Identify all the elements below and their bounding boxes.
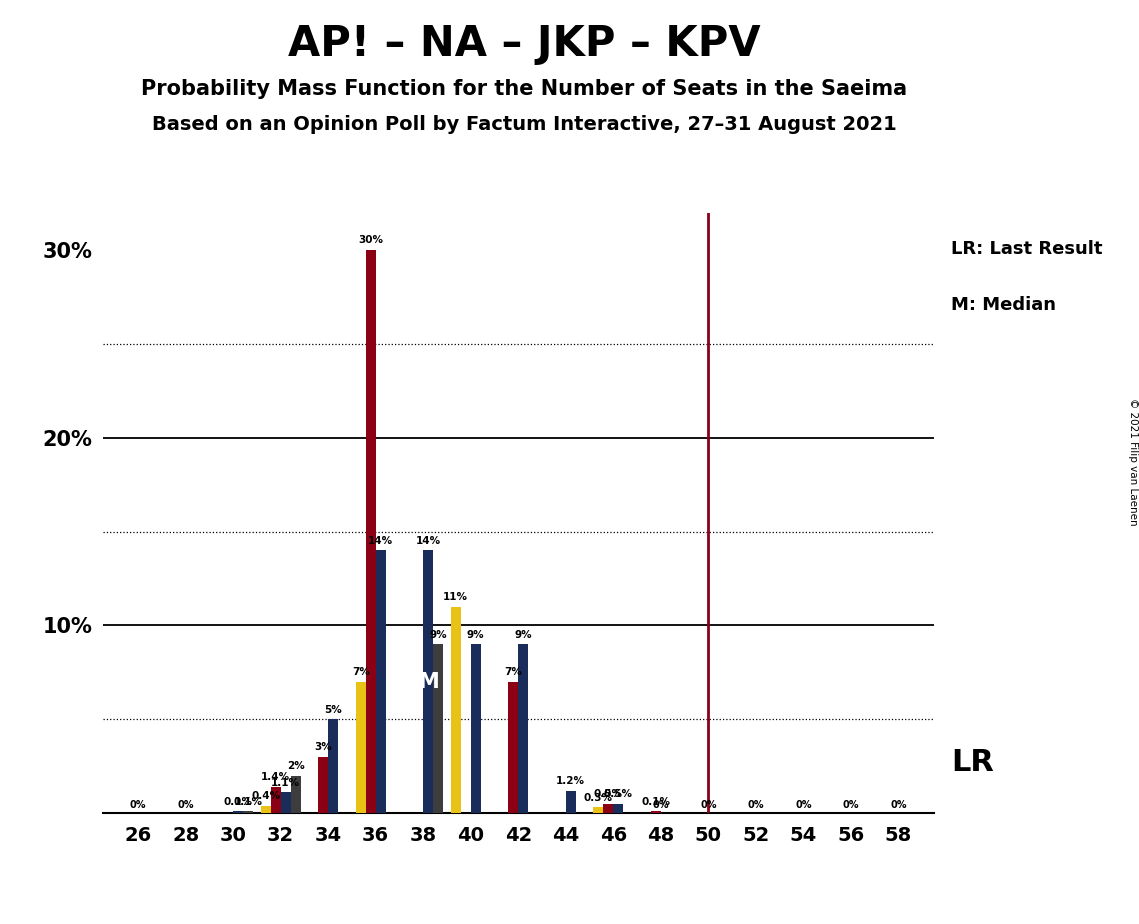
Bar [604, 804, 613, 813]
Text: 0.5%: 0.5% [604, 789, 633, 799]
Text: Based on an Opinion Poll by Factum Interactive, 27–31 August 2021: Based on an Opinion Poll by Factum Inter… [151, 116, 896, 135]
Text: 9%: 9% [515, 629, 532, 639]
Text: 0.3%: 0.3% [584, 793, 613, 803]
Text: 14%: 14% [368, 536, 393, 546]
Text: LR: Last Result: LR: Last Result [951, 240, 1103, 259]
Text: 2%: 2% [287, 760, 304, 771]
Bar [508, 682, 518, 813]
Bar [424, 551, 433, 813]
Bar [328, 719, 338, 813]
Bar [318, 757, 328, 813]
Text: 0%: 0% [130, 800, 147, 810]
Text: 1.4%: 1.4% [261, 772, 290, 782]
Text: 7%: 7% [352, 667, 370, 677]
Text: 0.1%: 0.1% [233, 796, 263, 807]
Bar [376, 551, 386, 813]
Text: 0%: 0% [843, 800, 859, 810]
Bar [650, 811, 661, 813]
Text: Probability Mass Function for the Number of Seats in the Saeima: Probability Mass Function for the Number… [141, 79, 907, 99]
Text: 0%: 0% [747, 800, 764, 810]
Text: AP! – NA – JKP – KPV: AP! – NA – JKP – KPV [288, 23, 760, 65]
Bar [433, 644, 443, 813]
Text: 9%: 9% [467, 629, 484, 639]
Bar [271, 787, 280, 813]
Bar [470, 644, 481, 813]
Text: 0%: 0% [700, 800, 716, 810]
Text: 0.5%: 0.5% [593, 789, 623, 799]
Text: 11%: 11% [443, 592, 468, 602]
Text: M: Median: M: Median [951, 296, 1056, 314]
Text: 1.1%: 1.1% [271, 778, 301, 788]
Text: 5%: 5% [325, 705, 342, 714]
Bar [280, 793, 290, 813]
Text: 14%: 14% [416, 536, 441, 546]
Text: 0%: 0% [795, 800, 812, 810]
Text: 0%: 0% [653, 800, 669, 810]
Text: 0%: 0% [178, 800, 194, 810]
Text: 0.1%: 0.1% [641, 796, 670, 807]
Bar [233, 811, 243, 813]
Bar [290, 775, 301, 813]
Text: 1.2%: 1.2% [556, 776, 585, 786]
Text: 30%: 30% [359, 236, 383, 246]
Text: 7%: 7% [505, 667, 522, 677]
Bar [451, 607, 461, 813]
Bar [613, 804, 623, 813]
Bar [261, 806, 271, 813]
Text: LR: LR [951, 748, 994, 777]
Bar [566, 791, 575, 813]
Bar [243, 811, 253, 813]
Bar [366, 250, 376, 813]
Text: 0.4%: 0.4% [252, 791, 280, 801]
Text: 3%: 3% [314, 742, 333, 752]
Text: M: M [418, 672, 439, 692]
Bar [518, 644, 528, 813]
Bar [355, 682, 366, 813]
Text: © 2021 Filip van Laenen: © 2021 Filip van Laenen [1129, 398, 1138, 526]
Text: 0%: 0% [890, 800, 907, 810]
Text: 0.1%: 0.1% [223, 796, 253, 807]
Text: 9%: 9% [429, 629, 446, 639]
Bar [593, 808, 604, 813]
